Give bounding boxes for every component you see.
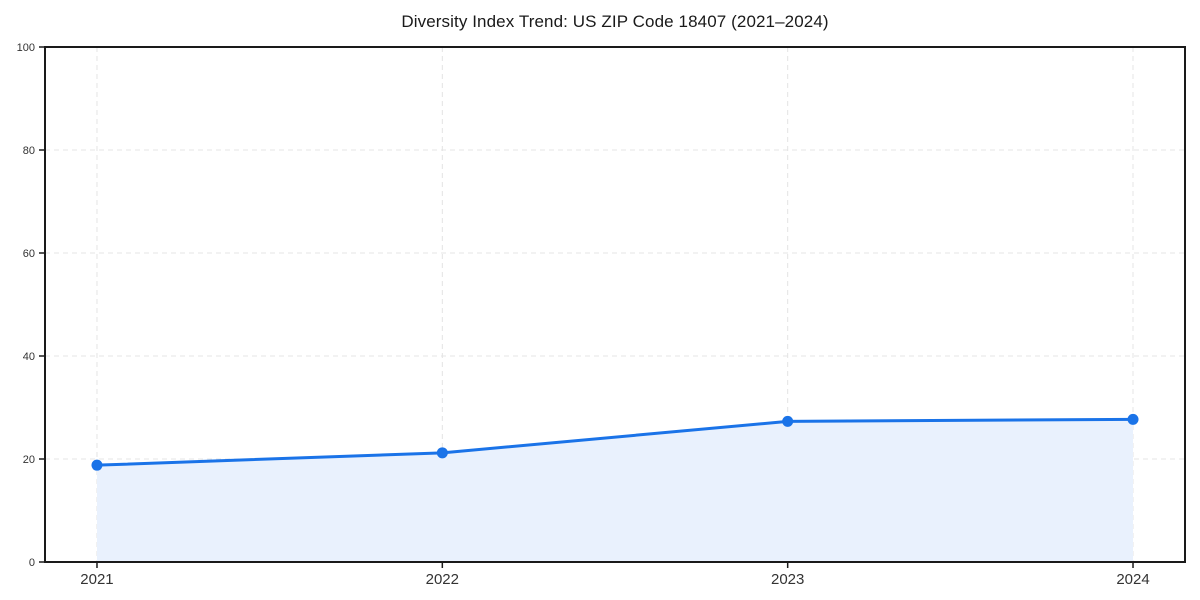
plot-frame bbox=[44, 46, 1186, 563]
y-tick-label-100: 100 bbox=[17, 42, 35, 54]
y-tick-label-20: 20 bbox=[23, 454, 35, 466]
data-point-2023 bbox=[782, 415, 794, 427]
data-point-2024 bbox=[1127, 413, 1139, 425]
x-tick-label-2023: 2023 bbox=[771, 571, 804, 588]
y-tick-label-40: 40 bbox=[23, 351, 35, 363]
y-tick-label-80: 80 bbox=[23, 145, 35, 157]
area-fill bbox=[96, 419, 1134, 562]
x-tick-label-2022: 2022 bbox=[426, 571, 459, 588]
x-tick-label-2021: 2021 bbox=[80, 571, 113, 588]
data-point-2021 bbox=[91, 459, 103, 471]
y-tick-label-60: 60 bbox=[23, 248, 35, 260]
y-tick-label-0: 0 bbox=[29, 557, 35, 569]
data-point-2022 bbox=[436, 447, 448, 459]
chart-title: Diversity Index Trend: US ZIP Code 18407… bbox=[401, 12, 829, 31]
trend-line bbox=[95, 417, 1135, 467]
x-tick-label-2024: 2024 bbox=[1116, 571, 1149, 588]
